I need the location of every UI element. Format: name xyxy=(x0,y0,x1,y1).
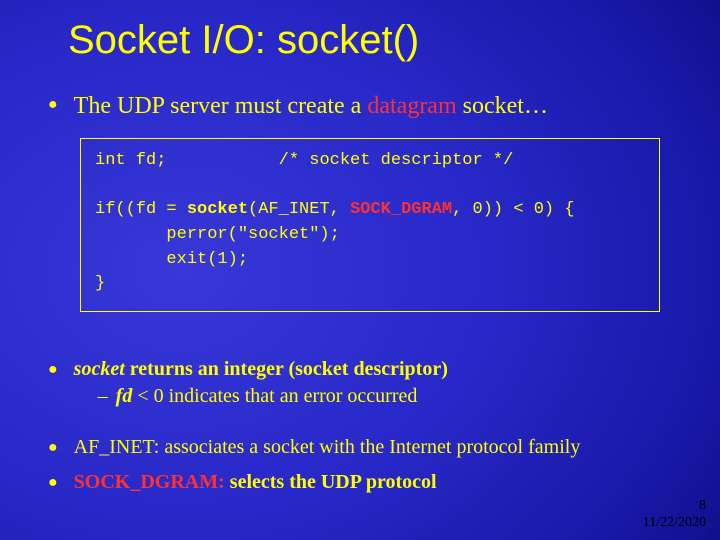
bullet-4: ● SOCK_DGRAM: selects the UDP protocol xyxy=(48,469,672,496)
bullet-dot: ● xyxy=(48,96,58,114)
code-block: int fd; /* socket descriptor */ if((fd =… xyxy=(80,138,660,312)
bullet-2: ● socket returns an integer (socket desc… xyxy=(48,356,672,408)
bullet-dot: ● xyxy=(48,474,58,492)
slide-title: Socket I/O: socket() xyxy=(0,0,720,63)
bullet-2-text: socket returns an integer (socket descri… xyxy=(74,356,448,383)
bullet-dot: ● xyxy=(48,439,58,457)
highlight-datagram: datagram xyxy=(367,93,456,119)
bullet-3-text: AF_INET: associates a socket with the In… xyxy=(74,434,581,461)
code-sockdgram: SOCK_DGRAM xyxy=(350,200,452,219)
bullet-3: ● AF_INET: associates a socket with the … xyxy=(48,434,672,461)
bullet-dot: ● xyxy=(48,361,58,379)
bullet-4-text: SOCK_DGRAM: selects the UDP protocol xyxy=(74,469,437,496)
slide-footer: 8 11/22/2020 xyxy=(643,498,706,532)
slide-content: ● The UDP server must create a datagram … xyxy=(0,63,720,496)
bullet-2-sub: –fd < 0 indicates that an error occurred xyxy=(98,385,448,408)
slide-date: 11/22/2020 xyxy=(643,515,706,532)
bullet-1-text: The UDP server must create a datagram so… xyxy=(74,91,548,122)
bullet-1: ● The UDP server must create a datagram … xyxy=(48,91,672,122)
code-socket-call: socket xyxy=(187,200,248,219)
page-number: 8 xyxy=(643,498,706,515)
highlight-sockdgram: SOCK_DGRAM: xyxy=(74,471,225,493)
